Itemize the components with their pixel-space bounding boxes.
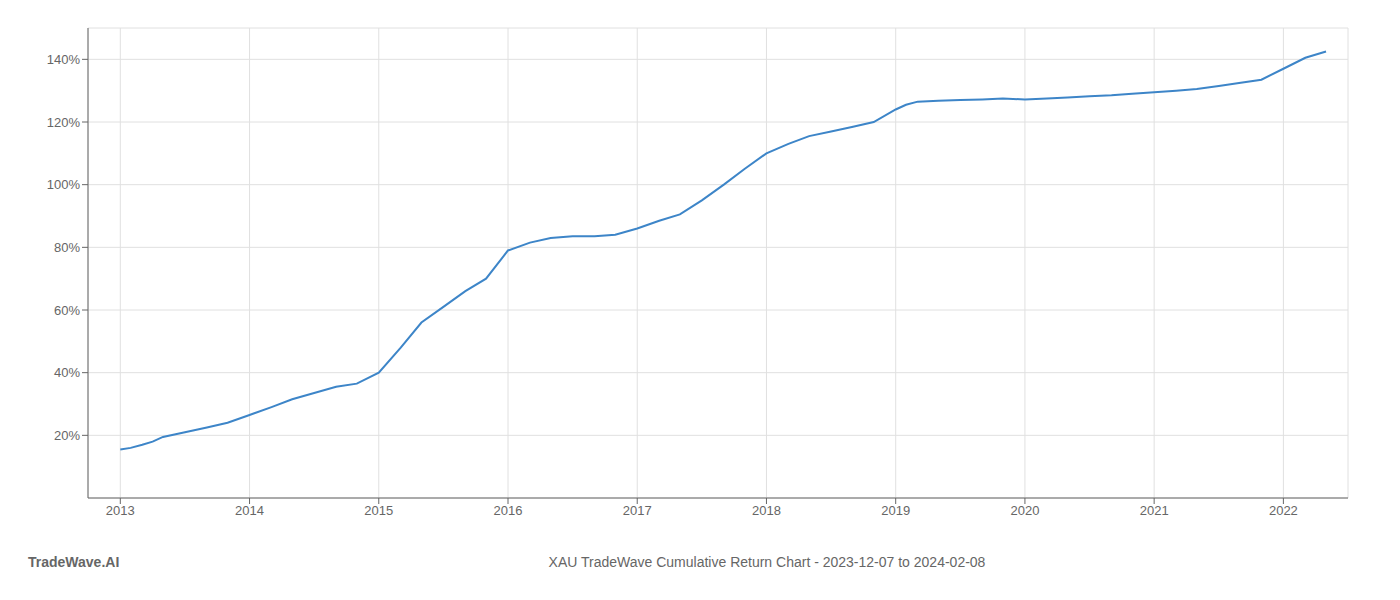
svg-text:20%: 20% xyxy=(54,428,80,443)
svg-text:80%: 80% xyxy=(54,240,80,255)
svg-text:40%: 40% xyxy=(54,365,80,380)
html-text:TradeWave.AI: TradeWave.AI xyxy=(28,554,120,570)
svg-text:100%: 100% xyxy=(47,177,81,192)
svg-text:2020: 2020 xyxy=(1010,503,1039,518)
svg-text:2014: 2014 xyxy=(235,503,264,518)
html-text:XAU TradeWave Cumulative Retur: XAU TradeWave Cumulative Return Chart - … xyxy=(548,554,986,570)
svg-text:2022: 2022 xyxy=(1269,503,1298,518)
svg-text:2016: 2016 xyxy=(494,503,523,518)
svg-text:60%: 60% xyxy=(54,303,80,318)
svg-text:2013: 2013 xyxy=(106,503,135,518)
svg-text:2021: 2021 xyxy=(1140,503,1169,518)
svg-text:120%: 120% xyxy=(47,115,81,130)
svg-text:2015: 2015 xyxy=(364,503,393,518)
svg-text:2018: 2018 xyxy=(752,503,781,518)
svg-text:2017: 2017 xyxy=(623,503,652,518)
svg-text:2019: 2019 xyxy=(881,503,910,518)
svg-text:140%: 140% xyxy=(47,52,81,67)
